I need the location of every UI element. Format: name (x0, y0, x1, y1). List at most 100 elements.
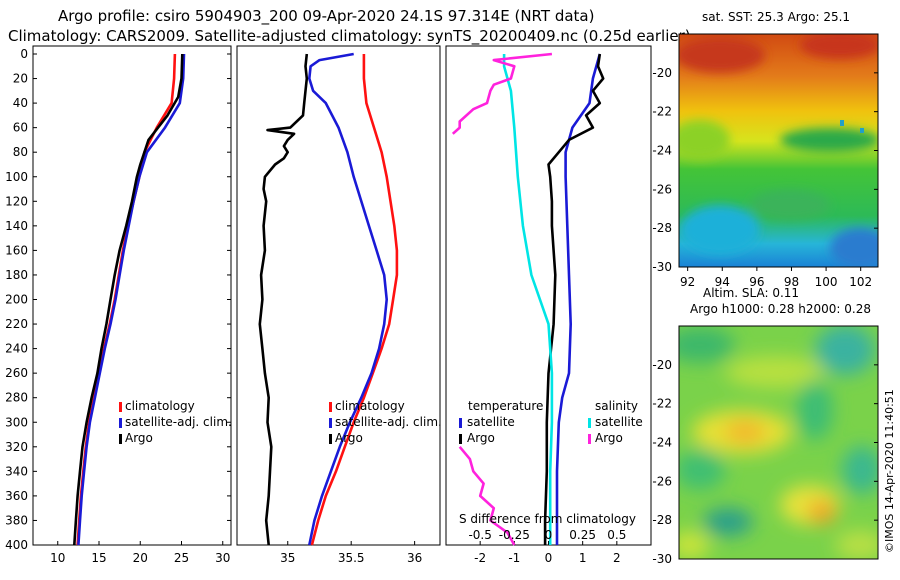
sla-y-tick-label: -26 (652, 474, 672, 488)
depth-tick-label: 280 (5, 391, 28, 405)
legend-swatch-argo (329, 434, 332, 444)
sst-green-patch-west (679, 120, 730, 160)
x-tick-label: -2 (474, 551, 486, 565)
depth-tick-label: 260 (5, 366, 28, 380)
legend-label-sal-satellite: satellite (595, 415, 643, 429)
salinity-legend: climatology satellite-adj. clim. Argo (329, 399, 442, 445)
climatology-line (76, 53, 177, 546)
legend-label-satellite-adj: satellite-adj. clim. (125, 415, 232, 429)
sst-axes: 92 94 96 98 100 102 -20 -22 -24 -26 -28 -30 (652, 66, 878, 289)
depth-tick-label: 20 (13, 72, 28, 86)
sla-y-tick-label: -24 (652, 436, 672, 450)
salinity-plot: 35 35.5 36 (258, 52, 422, 565)
s-diff-tick-label: -0.5 (468, 528, 491, 542)
sst-pixel-speck (840, 120, 844, 126)
legend-label-satellite-adj: satellite-adj. clim. (335, 415, 442, 429)
sla-high-patch (679, 531, 710, 559)
depth-tick-label: 0 (20, 47, 28, 61)
satellite-adj-clim--line (307, 52, 389, 546)
salinity-argo-deep-line (458, 445, 516, 546)
depth-tick-label: 220 (5, 317, 28, 331)
sst-x-tick-label: 96 (749, 275, 764, 289)
sst-blue-patch-east (830, 228, 878, 267)
sla-low-patch (842, 446, 878, 494)
s-difference-axis-title: S difference from climatology (459, 512, 636, 526)
sst-y-tick-label: -24 (652, 144, 672, 158)
depth-tick-label: 120 (5, 194, 28, 208)
depth-tick-label: 200 (5, 293, 28, 307)
x-tick-label: 20 (133, 551, 148, 565)
depth-tick-label: 380 (5, 513, 28, 527)
legend-label-sal-argo: Argo (595, 431, 623, 445)
sla-low-patch (703, 508, 753, 536)
argo-line (258, 53, 309, 546)
depth-axis: 0 20 40 60 80 100 120 140 160 180 200 220 240 260 280 3… (5, 47, 231, 552)
header-line-2: Climatology: CARS2009. Satellite-adjuste… (8, 27, 691, 46)
sla-axes: -20 -22 -24 -26 -28 -30 (652, 358, 878, 566)
sla-low-patch (815, 326, 875, 375)
satellite-adj-clim--line (77, 53, 186, 546)
sla-low-patch (679, 450, 725, 490)
sla-y-tick-label: -28 (652, 513, 672, 527)
depth-tick-label: 100 (5, 170, 28, 184)
x-tick-label: -1 (508, 551, 520, 565)
legend-label-argo: Argo (125, 431, 153, 445)
sla-low-patch (797, 380, 833, 440)
depth-tick-label: 360 (5, 489, 28, 503)
imos-credit: ©IMOS 14-Apr-2020 11:40:51 (883, 389, 896, 553)
legend-swatch-satellite-adj (119, 418, 122, 428)
legend-label-climatology: climatology (125, 399, 195, 413)
legend-label-temp-argo: Argo (467, 431, 495, 445)
legend-swatch-temp-argo (459, 434, 462, 444)
legend-label-temp-satellite: satellite (467, 415, 515, 429)
depth-tick-label: 40 (13, 96, 28, 110)
s-diff-tick-label: 0.5 (607, 528, 626, 542)
depth-tick-label: 80 (13, 145, 28, 159)
sst-x-tick-label: 92 (680, 275, 695, 289)
sla-map-title: Altim. SLA: 0.11 (703, 286, 799, 300)
sla-peak-patch (725, 420, 765, 444)
depth-tick-label: 140 (5, 219, 28, 233)
sst-warm-patch-west (679, 37, 765, 73)
legend-swatch-sal-satellite (588, 418, 591, 428)
legend-swatch-climatology (119, 402, 122, 412)
legend-label-argo: Argo (335, 431, 363, 445)
legend-swatch-satellite-adj (329, 418, 332, 428)
legend-heading-salinity: salinity (595, 399, 638, 413)
sst-heatmap-blobs (679, 34, 878, 267)
legend-swatch-argo (119, 434, 122, 444)
sla-heatmap-blobs (679, 326, 878, 559)
sst-x-tick-label: 102 (849, 275, 872, 289)
sst-y-tick-label: -26 (652, 182, 672, 196)
difference-panel-frame (445, 45, 652, 546)
x-tick-label: 30 (215, 551, 230, 565)
depth-tick-label: 400 (5, 538, 28, 552)
sst-mid-green-patch (750, 190, 830, 220)
x-tick-label: 25 (174, 551, 189, 565)
s-diff-tick-label: 0 (545, 528, 553, 542)
depth-tick-label: 240 (5, 342, 28, 356)
sst-map-title: sat. SST: 25.3 Argo: 25.1 (702, 10, 850, 24)
legend-swatch-sal-argo (588, 434, 591, 444)
sst-x-tick-label: 98 (784, 275, 799, 289)
sst-x-tick-label: 94 (715, 275, 730, 289)
header-line-1: Argo profile: csiro 5904903_200 09-Apr-2… (58, 7, 594, 26)
x-tick-label: 1 (579, 551, 587, 565)
sst-x-tick-label: 100 (815, 275, 838, 289)
x-tick-label: 10 (50, 551, 65, 565)
sst-green-patch-east (780, 128, 878, 152)
sst-y-tick-label: -30 (652, 260, 672, 274)
s-diff-tick-label: -0.25 (499, 528, 530, 542)
temperature-satellite-line (555, 53, 602, 545)
argo-line (73, 53, 184, 546)
temperature-panel-frame (32, 45, 232, 546)
legend-heading-temperature: temperature (468, 399, 543, 413)
temperature-plot: 10 15 20 25 30 (50, 53, 230, 565)
climatology-line (310, 54, 399, 546)
sla-map-subtitle: Argo h1000: 0.28 h2000: 0.28 (690, 302, 871, 316)
difference-plot: -2 -1 0 1 2 -0.5 -0.25 0 0.25 0.5 (451, 52, 626, 565)
temperature-argo-line (543, 53, 605, 545)
sst-warm-patch-east (800, 34, 878, 59)
salinity-satellite-line (502, 54, 554, 545)
x-tick-label: 35 (280, 551, 295, 565)
